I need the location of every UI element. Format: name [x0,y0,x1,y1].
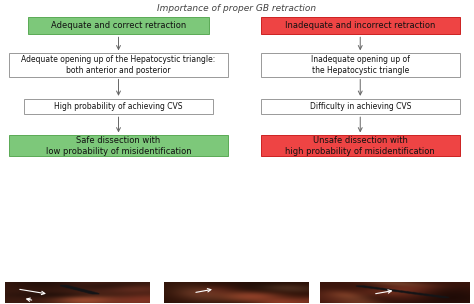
Text: Difficulty in achieving CVS: Difficulty in achieving CVS [310,102,411,111]
Text: Unsafe dissection with
high probability of misidentification: Unsafe dissection with high probability … [285,136,435,156]
FancyBboxPatch shape [28,17,209,34]
Text: Adequate opening up of the Hepatocystic triangle:
both anterior and posterior: Adequate opening up of the Hepatocystic … [21,55,216,74]
Text: Importance of proper GB retraction: Importance of proper GB retraction [157,5,317,13]
FancyBboxPatch shape [24,99,213,114]
FancyBboxPatch shape [261,99,460,114]
FancyBboxPatch shape [261,135,460,157]
FancyBboxPatch shape [9,53,228,77]
FancyBboxPatch shape [9,135,228,157]
Text: Inadequate and incorrect retraction: Inadequate and incorrect retraction [285,21,436,30]
Text: Adequate and correct retraction: Adequate and correct retraction [51,21,186,30]
FancyBboxPatch shape [261,17,460,34]
Text: Safe dissection with
low probability of misidentification: Safe dissection with low probability of … [46,136,191,156]
Text: High probability of achieving CVS: High probability of achieving CVS [54,102,183,111]
Text: Inadequate opening up of
the Hepatocystic triangle: Inadequate opening up of the Hepatocysti… [311,55,410,74]
FancyBboxPatch shape [261,53,460,77]
